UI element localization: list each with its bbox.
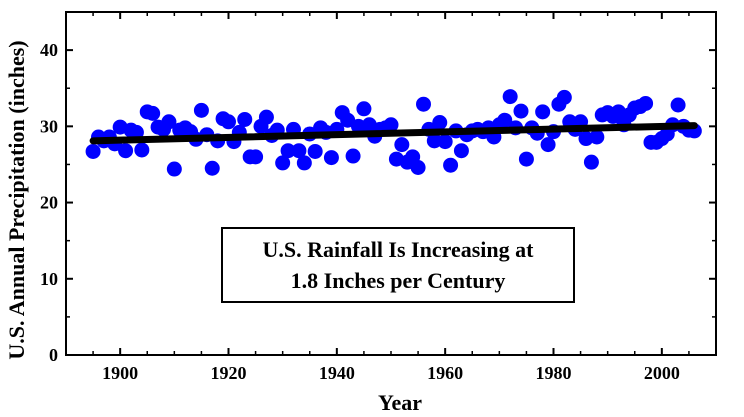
x-tick-label: 1960 xyxy=(427,363,463,383)
data-point xyxy=(204,160,220,176)
data-point xyxy=(237,111,253,127)
annotation-line-2: 1.8 Inches per Century xyxy=(291,268,506,293)
data-point xyxy=(416,96,431,112)
data-point xyxy=(118,143,134,159)
data-point xyxy=(443,157,459,173)
data-point xyxy=(85,143,101,159)
data-point xyxy=(275,155,291,171)
data-point xyxy=(166,161,182,177)
data-point xyxy=(638,95,654,111)
y-tick-label: 10 xyxy=(40,269,58,289)
data-point xyxy=(589,129,605,145)
data-point xyxy=(583,154,599,170)
data-point xyxy=(221,114,236,130)
data-point xyxy=(437,134,453,150)
data-point xyxy=(394,137,410,153)
y-tick-label: 40 xyxy=(40,40,58,60)
data-point xyxy=(280,143,296,159)
data-point xyxy=(497,112,513,128)
data-point xyxy=(453,143,469,159)
plot-frame xyxy=(65,11,717,356)
y-tick-label: 0 xyxy=(49,345,58,365)
data-point xyxy=(323,150,339,166)
data-point xyxy=(291,143,307,159)
data-point xyxy=(134,142,150,158)
y-tick-label: 20 xyxy=(40,193,58,213)
trend-line-group xyxy=(89,122,698,145)
data-point xyxy=(540,137,556,153)
data-point xyxy=(410,159,426,175)
data-point xyxy=(258,109,274,125)
x-axis-title: Year xyxy=(378,390,422,415)
data-point xyxy=(513,103,529,119)
data-point xyxy=(307,143,323,159)
data-point xyxy=(356,101,372,117)
trend-line xyxy=(89,122,698,145)
x-tick-label: 1900 xyxy=(102,363,138,383)
data-point xyxy=(535,104,551,120)
x-tick-label: 1920 xyxy=(211,363,247,383)
data-point xyxy=(193,102,209,118)
data-point xyxy=(426,133,442,149)
data-point xyxy=(432,115,448,131)
data-point xyxy=(161,114,177,130)
y-axis-title: U.S. Annual Precipitation (inches) xyxy=(4,40,29,359)
data-point xyxy=(345,148,361,164)
data-point xyxy=(502,89,518,105)
annotation-line-1: U.S. Rainfall Is Increasing at xyxy=(263,237,535,262)
data-point xyxy=(296,155,312,171)
data-point xyxy=(145,105,161,121)
x-tick-label: 1980 xyxy=(536,363,572,383)
data-point xyxy=(248,149,264,165)
data-point xyxy=(518,151,534,167)
data-point xyxy=(383,117,399,133)
data-point xyxy=(670,97,686,113)
x-tick-label: 1940 xyxy=(319,363,355,383)
data-point xyxy=(556,89,572,105)
x-tick-label: 2000 xyxy=(644,363,680,383)
y-tick-label: 30 xyxy=(40,116,58,136)
annotation-box: U.S. Rainfall Is Increasing at 1.8 Inche… xyxy=(221,227,575,303)
